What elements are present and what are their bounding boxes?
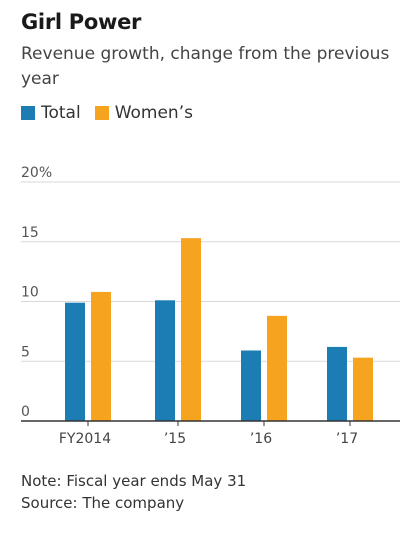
fiscal-year-note: Note: Fiscal year ends May 31 — [21, 472, 247, 490]
y-tick-label: 20% — [21, 165, 52, 181]
legend-item-womens: Women’s — [94, 103, 193, 123]
chart-title: Girl Power — [21, 10, 142, 34]
legend-label-womens: Women’s — [114, 103, 193, 123]
legend-swatch-total — [21, 106, 35, 120]
bar-chart: 0 5 10 15 20% FY2014 ’15 ’16 ’17 — [21, 165, 400, 447]
x-tick-label: ’17 — [336, 431, 358, 447]
x-tick-label: ’15 — [164, 431, 186, 447]
bar-womens — [267, 315, 287, 421]
legend: Total Women’s — [21, 103, 207, 123]
y-tick-label: 10 — [21, 285, 39, 301]
bar-womens — [353, 357, 373, 421]
y-tick-label: 5 — [21, 344, 30, 360]
bar-womens — [91, 291, 111, 421]
bar-total — [327, 346, 347, 421]
chart-subtitle: Revenue growth, change from the previous… — [21, 44, 390, 89]
legend-item-total: Total — [21, 103, 81, 123]
y-tick-label: 15 — [21, 225, 39, 241]
x-tick-label: ’16 — [250, 431, 272, 447]
bar-total — [241, 350, 261, 421]
bar-total — [65, 302, 85, 421]
bar-womens — [181, 238, 201, 421]
chart-notes: Note: Fiscal year ends May 31 Source: Th… — [21, 470, 246, 514]
source-note: Source: The company — [21, 494, 185, 512]
bar-total — [155, 300, 175, 421]
legend-swatch-womens — [94, 106, 109, 120]
legend-label-total: Total — [41, 103, 81, 123]
y-tick-label: 0 — [21, 404, 30, 420]
x-tick-label: FY2014 — [59, 431, 111, 447]
